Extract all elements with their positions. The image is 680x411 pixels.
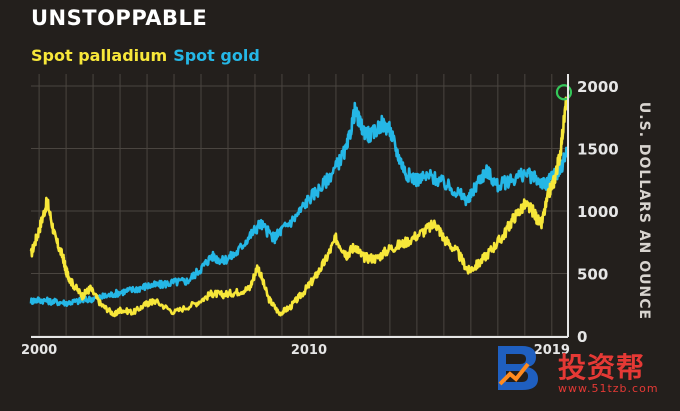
axes: 2000 2010 2019 0 500 1000 1500 2000 xyxy=(21,74,619,358)
highlight-marker xyxy=(555,84,573,101)
y-tick-label: 1500 xyxy=(577,141,619,159)
y-tick-label: 2000 xyxy=(577,78,619,96)
watermark-text: 投资帮 xyxy=(558,351,646,384)
chart-title: UNSTOPPABLE xyxy=(31,6,208,30)
x-tick-label: 2019 xyxy=(534,343,570,358)
series-line-gold xyxy=(29,101,568,308)
watermark: 投资帮 www.51tzb.com xyxy=(492,338,680,398)
legend-gold: Spot gold xyxy=(173,46,260,65)
watermark-url: www.51tzb.com xyxy=(558,382,659,395)
series-layer xyxy=(29,84,573,318)
legend: Spot palladium Spot gold xyxy=(31,46,266,65)
legend-palladium: Spot palladium xyxy=(31,46,168,65)
series-line-palladium xyxy=(29,96,568,318)
watermark-logo-icon xyxy=(498,346,538,390)
x-tick-label: 2000 xyxy=(21,343,57,358)
y-axis-label: U.S. DOLLARS AN OUNCE xyxy=(636,102,652,320)
x-tick-label: 2010 xyxy=(291,343,327,358)
y-tick-label: 0 xyxy=(577,328,587,346)
y-tick-label: 1000 xyxy=(577,203,619,221)
y-tick-label: 500 xyxy=(577,266,608,284)
